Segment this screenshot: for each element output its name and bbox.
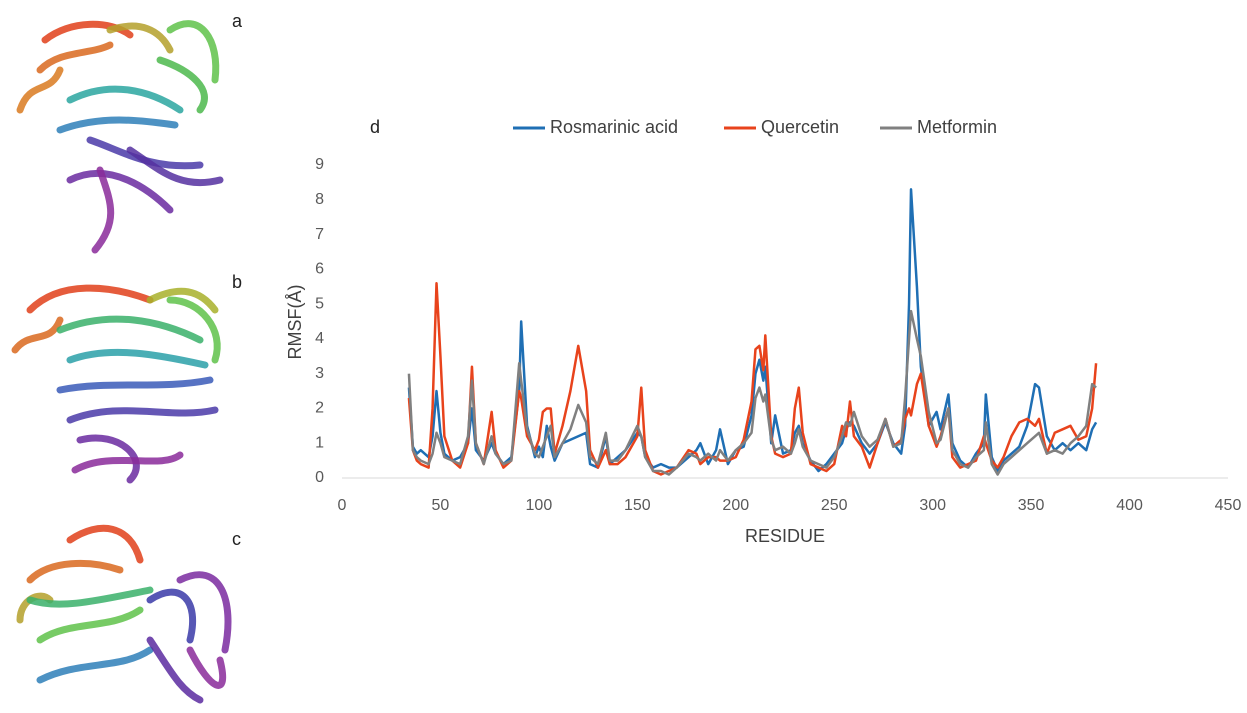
- x-tick-label: 350: [1018, 497, 1045, 514]
- x-tick-label: 200: [722, 497, 749, 514]
- panel-label: d: [370, 117, 380, 137]
- protein-a: [20, 24, 220, 250]
- protein-c: [20, 528, 228, 700]
- y-tick-label: 9: [315, 156, 324, 173]
- x-axis-title: RESIDUE: [745, 526, 825, 546]
- y-tick-label: 1: [315, 434, 324, 451]
- y-tick-label: 2: [315, 400, 324, 417]
- x-tick-label: 0: [338, 497, 347, 514]
- x-tick-label: 150: [624, 497, 651, 514]
- y-tick-label: 7: [315, 226, 324, 243]
- y-tick-label: 0: [315, 469, 324, 486]
- x-tick-label: 50: [432, 497, 450, 514]
- x-tick-label: 250: [821, 497, 848, 514]
- x-tick-label: 400: [1116, 497, 1143, 514]
- x-tick-label: 100: [526, 497, 553, 514]
- figure: a b c d RESIDUE RMSF(Å) 0 1 2 3 4 5 6 7 8 9 0 50 100…: [0, 0, 1247, 713]
- panel-label: b: [232, 272, 242, 292]
- legend-label: Rosmarinic acid: [550, 117, 678, 137]
- x-tick-label: 300: [919, 497, 946, 514]
- page: a b c d RESIDUE RMSF(Å) 0 1 2 3 4 5 6 7 8 9 0 50 100…: [0, 0, 1247, 713]
- panel-label: a: [232, 11, 243, 31]
- protein-b: [15, 288, 217, 480]
- panel-label: c: [232, 529, 241, 549]
- y-tick-label: 3: [315, 365, 324, 382]
- y-tick-label: 5: [315, 295, 324, 312]
- legend-label: Quercetin: [761, 117, 839, 137]
- x-tick-label: 450: [1215, 497, 1242, 514]
- y-axis-title: RMSF(Å): [285, 285, 305, 360]
- y-tick-label: 6: [315, 261, 324, 278]
- y-tick-label: 4: [315, 330, 324, 347]
- y-tick-label: 8: [315, 191, 324, 208]
- legend-label: Metformin: [917, 117, 997, 137]
